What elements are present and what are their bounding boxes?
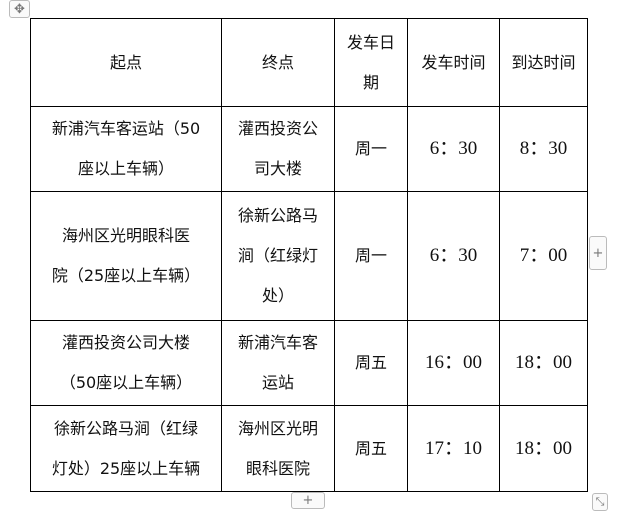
header-text: 发车日 [346, 32, 395, 52]
cell-text: 8：30 [519, 138, 568, 159]
cell-text: 周一 [354, 246, 387, 265]
cell-text: 座以上车辆） [77, 159, 174, 178]
cell-text: 6：30 [429, 138, 478, 159]
cell-day[interactable]: 周五 [334, 320, 408, 406]
header-text: 发车时间 [421, 52, 486, 72]
cell-text: 运站 [261, 373, 294, 392]
cell-text: 18：00 [514, 352, 572, 373]
cell-text: 7：00 [519, 245, 568, 266]
add-column-button[interactable]: + [589, 236, 607, 270]
cell-day[interactable]: 周五 [334, 405, 408, 492]
cell-arrive-time[interactable]: 8：30 [499, 106, 588, 192]
cell-day[interactable]: 周一 [334, 191, 408, 321]
cell-arrive-time[interactable]: 18：00 [499, 405, 588, 492]
cell-day[interactable]: 周一 [334, 106, 408, 192]
cell-depart-time[interactable]: 6：30 [407, 106, 500, 192]
cell-text: 18：00 [514, 437, 572, 459]
header-text: 终点 [261, 52, 294, 72]
cell-end[interactable]: 徐新公路马涧（红绿灯处） [221, 191, 335, 321]
header-row: 起点 终点 发车日期 发车时间 到达时间 [30, 18, 588, 107]
header-text: 到达时间 [511, 52, 576, 72]
cell-text: 海州区光明眼科医 [61, 226, 190, 245]
cell-text: 涧（红绿灯 [237, 246, 318, 265]
cell-text: 新浦汽车客 [237, 333, 318, 352]
cell-text: 6：30 [429, 245, 478, 266]
header-start[interactable]: 起点 [30, 18, 222, 107]
header-arrive[interactable]: 到达时间 [499, 18, 588, 107]
table-row: 海州区光明眼科医 院（25座以上车辆） 徐新公路马 涧（红绿灯 处） 周一 6：30 7：00 [30, 191, 588, 321]
header-day[interactable]: 发车日期 [334, 18, 408, 107]
cell-arrive-time[interactable]: 18：00 [499, 320, 588, 406]
header-depart[interactable]: 发车时间 [407, 18, 500, 107]
cell-arrive-time[interactable]: 7：00 [499, 191, 588, 321]
header-text: 期 [362, 72, 379, 92]
plus-icon: + [592, 245, 604, 261]
resize-icon: ⤡ [595, 495, 605, 508]
cell-depart-time[interactable]: 6：30 [407, 191, 500, 321]
cell-text: 海州区光明 [237, 418, 318, 438]
add-row-button[interactable]: + [291, 492, 325, 509]
cell-text: 17：10 [424, 437, 482, 459]
cell-text: 眼科医院 [245, 458, 310, 478]
cell-text: 司大楼 [253, 159, 302, 178]
table-resize-handle[interactable]: ⤡ [592, 493, 608, 511]
cell-text: 周五 [354, 438, 387, 458]
table-row: 灌西投资公司大楼 （50座以上车辆） 新浦汽车客 运站 周五 16：00 18：00 [30, 320, 588, 406]
header-end[interactable]: 终点 [221, 18, 335, 107]
cell-end[interactable]: 海州区光明 眼科医院 [221, 405, 335, 492]
cell-text: 院（25座以上车辆） [51, 266, 201, 285]
cell-depart-time[interactable]: 17：10 [407, 405, 500, 492]
table-row: 徐新公路马涧（红绿 灯处）25座以上车辆 海州区光明 眼科医院 周五 17：10 18：00 [30, 405, 588, 492]
cell-text: 徐新公路马涧（红绿 [53, 418, 198, 438]
table-move-handle[interactable]: ✥ [9, 0, 30, 18]
cell-text: 周一 [354, 139, 387, 158]
cell-end[interactable]: 灌西投资公 司大楼 [221, 106, 335, 192]
cell-start[interactable]: 徐新公路马涧（红绿 灯处）25座以上车辆 [30, 405, 222, 492]
plus-icon: + [302, 493, 314, 508]
cell-text: （50座以上车辆） [59, 373, 193, 392]
cell-text: 灯处）25座以上车辆 [51, 458, 201, 478]
cell-text: 灌西投资公 [237, 119, 318, 138]
table-row: 新浦汽车客运站（50 座以上车辆） 灌西投资公 司大楼 周一 6：30 8：30 [30, 106, 588, 192]
cell-text: 处） [261, 286, 294, 305]
cell-text: 16：00 [424, 352, 482, 373]
cell-start[interactable]: 灌西投资公司大楼 （50座以上车辆） [30, 320, 222, 406]
cell-text: 周五 [354, 353, 387, 372]
cell-text: 新浦汽车客运站（50 [51, 119, 201, 138]
cell-start[interactable]: 新浦汽车客运站（50 座以上车辆） [30, 106, 222, 192]
cell-depart-time[interactable]: 16：00 [407, 320, 500, 406]
header-text: 起点 [109, 52, 142, 72]
cell-text: 灌西投资公司大楼 [61, 333, 190, 352]
move-icon: ✥ [14, 1, 25, 17]
cell-text: 徐新公路马 [237, 206, 318, 225]
cell-start[interactable]: 海州区光明眼科医 院（25座以上车辆） [30, 191, 222, 321]
cell-end[interactable]: 新浦汽车客 运站 [221, 320, 335, 406]
bus-schedule-table: 起点 终点 发车日期 发车时间 到达时间 新浦汽车客运站（50 座以上车辆） 灌西投… [30, 18, 588, 492]
